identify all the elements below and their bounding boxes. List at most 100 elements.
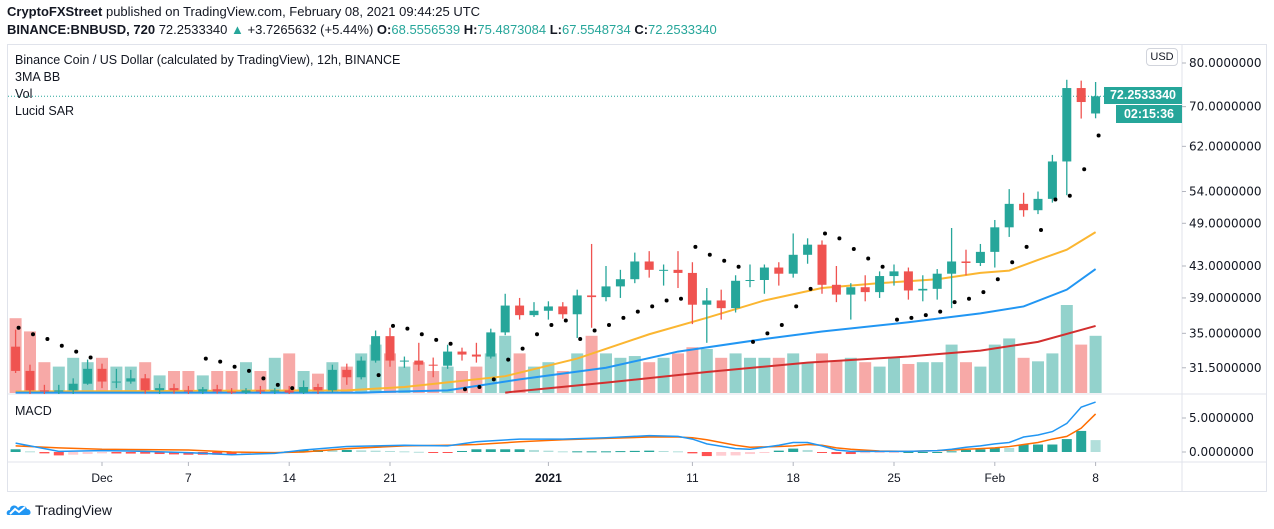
sar-dot: [707, 252, 712, 257]
macd-histogram-bar: [226, 452, 237, 455]
tradingview-logo[interactable]: TradingView: [6, 502, 112, 518]
candle: [515, 297, 525, 320]
indicator-lucid-sar[interactable]: Lucid SAR: [15, 104, 75, 118]
candle-body: [1091, 96, 1101, 114]
candle-body: [270, 390, 280, 392]
candle: [903, 267, 913, 300]
sar-dot: [477, 385, 482, 390]
macd-histogram-bar: [356, 450, 367, 452]
symbol-label: BINANCE:BNBUSD, 720: [7, 22, 156, 37]
candle: [831, 266, 841, 303]
candle: [327, 364, 337, 393]
candle: [860, 275, 870, 302]
sar-dot: [736, 264, 741, 269]
sar-dot: [664, 298, 669, 303]
moving-average-line: [15, 231, 1097, 393]
sar-dot: [74, 349, 79, 354]
candle-body: [97, 368, 107, 382]
candle: [875, 271, 885, 298]
volume-bar: [283, 353, 296, 393]
open-label: O:: [376, 22, 392, 37]
candle-body: [615, 279, 625, 287]
low-value: 67.5548734: [562, 22, 631, 37]
macd-histogram-bar: [1004, 447, 1015, 452]
macd-histogram-bar: [543, 450, 554, 452]
candle-body: [572, 295, 582, 315]
candle: [1004, 189, 1014, 237]
macd-histogram-bar: [25, 451, 35, 453]
candle-body: [111, 381, 121, 383]
time-tick-label: 11: [686, 471, 699, 485]
close-value: 72.2533340: [648, 22, 717, 37]
price-tick-label: 80.0000000: [1189, 56, 1262, 70]
volume-bar: [542, 362, 555, 393]
macd-histogram-bar: [831, 452, 842, 455]
volume-bar: [916, 362, 929, 393]
candle: [212, 384, 222, 394]
candle-body: [1047, 161, 1057, 199]
indicator-3ma-bb[interactable]: 3MA BB: [15, 70, 61, 84]
sar-dot: [722, 258, 727, 263]
volume-bar: [801, 362, 814, 393]
macd-histogram-bar: [1047, 444, 1058, 452]
sar-dot: [31, 332, 35, 337]
indicator-macd[interactable]: MACD: [15, 404, 52, 418]
macd-histogram-bar: [644, 450, 655, 452]
volume-bar: [672, 353, 684, 393]
sar-dot: [1039, 228, 1043, 233]
volume-bar: [1003, 338, 1016, 393]
series-title[interactable]: Binance Coin / US Dollar (calculated by …: [15, 53, 401, 67]
macd-histogram-bar: [874, 452, 885, 453]
candle: [990, 219, 1000, 268]
volume-bar: [1075, 344, 1088, 393]
time-tick-label: 18: [787, 471, 801, 485]
candle: [644, 251, 654, 278]
macd-histogram-bar: [442, 452, 453, 453]
sar-dot: [247, 368, 251, 373]
candle: [270, 388, 280, 394]
indicator-vol[interactable]: Vol: [15, 87, 33, 101]
candle-body: [975, 251, 985, 263]
candle-body: [918, 288, 928, 291]
low-label: L:: [549, 22, 562, 37]
candle-body: [212, 389, 222, 392]
volume-bar: [715, 357, 728, 393]
volume-bar: [225, 371, 238, 393]
volume-bar: [384, 353, 396, 393]
volume-bar: [844, 357, 857, 393]
candle-body: [903, 271, 913, 291]
sar-dot: [434, 337, 439, 342]
sar-dot: [621, 315, 626, 320]
candle: [342, 363, 352, 385]
candle: [183, 385, 193, 394]
volume-bar: [729, 353, 742, 393]
candle-body: [356, 360, 366, 378]
price-change: +3.7265632 (+5.44%): [247, 22, 374, 37]
time-tick-label: Feb: [984, 471, 1005, 485]
author-name[interactable]: CryptoFXStreet: [7, 4, 103, 19]
candle-body: [860, 287, 870, 293]
sar-dot: [995, 277, 1000, 282]
macd-tick-label: 0.0000000: [1189, 445, 1254, 459]
sar-dot: [45, 336, 50, 341]
candle-body: [947, 261, 957, 274]
macd-histogram-bar: [601, 451, 611, 453]
candle-body: [803, 244, 813, 255]
volume-bar: [528, 366, 540, 393]
currency-button[interactable]: USD: [1146, 48, 1178, 66]
sar-dot: [592, 328, 597, 333]
macd-histogram-bar: [845, 452, 856, 455]
sar-dot: [16, 325, 21, 330]
volume-bar: [945, 344, 958, 393]
sar-dot: [679, 296, 683, 301]
sar-dot: [578, 336, 583, 341]
candle-body: [414, 360, 424, 365]
candle: [371, 330, 381, 363]
volume-bar: [38, 362, 51, 393]
sar-dot: [506, 357, 511, 362]
macd-histogram-bar: [1061, 439, 1072, 452]
candle-body: [299, 387, 309, 393]
macd-histogram-bar: [53, 452, 64, 456]
sar-dot: [967, 296, 971, 301]
